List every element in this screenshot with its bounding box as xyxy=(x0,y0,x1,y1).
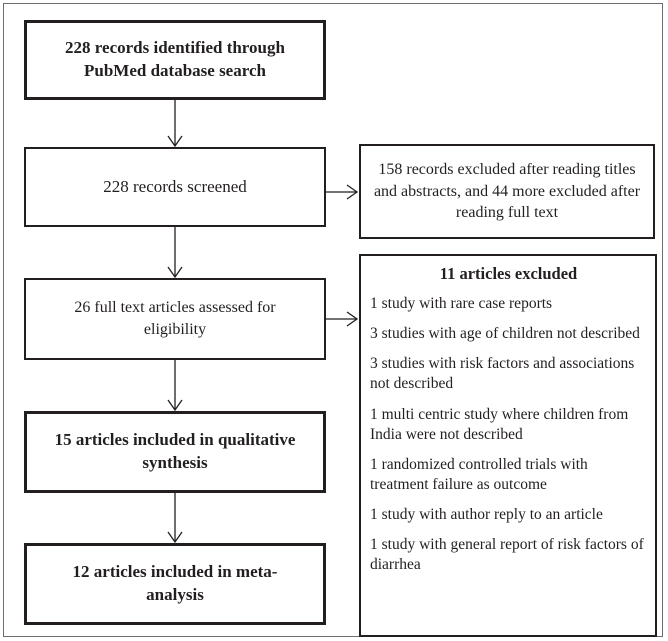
exclusion-reason: 3 studies with risk factors and associat… xyxy=(370,355,635,393)
exclusion-reason: 1 randomized controlled trials with trea… xyxy=(370,455,588,493)
exclusion-reason: 3 studies with age of children not descr… xyxy=(370,325,640,343)
records-identified-text: 228 records identified through PubMed da… xyxy=(65,38,285,80)
figure-frame xyxy=(3,3,663,637)
records-screened-text: 228 records screened xyxy=(103,176,247,196)
articles-excluded-box: 11 articles excluded 1 study with rare c… xyxy=(359,254,657,637)
exclusion-reason: 1 multi centric study where children fro… xyxy=(370,405,629,443)
qualitative-synthesis-text: 15 articles included in qualitative synt… xyxy=(54,430,296,472)
records-identified-box: 228 records identified through PubMed da… xyxy=(24,20,326,100)
records-excluded-box: 158 records excluded after reading title… xyxy=(359,144,655,239)
meta-analysis-box: 12 articles included in meta-analysis xyxy=(24,543,326,625)
exclusion-reason: 1 study with general report of risk fact… xyxy=(370,536,644,574)
records-screened-box: 228 records screened xyxy=(24,147,326,227)
exclusion-reason: 1 study with rare case reports xyxy=(370,295,553,312)
records-excluded-text: 158 records excluded after reading title… xyxy=(373,161,641,222)
exclusion-reason: 1 study with author reply to an article xyxy=(370,506,603,524)
qualitative-synthesis-box: 15 articles included in qualitative synt… xyxy=(24,411,326,493)
full-text-assessed-text: 26 full text articles assessed for eligi… xyxy=(74,299,276,338)
full-text-assessed-box: 26 full text articles assessed for eligi… xyxy=(24,278,326,360)
articles-excluded-title: 11 articles excluded xyxy=(439,264,578,283)
meta-analysis-text: 12 articles included in meta-analysis xyxy=(72,562,278,604)
